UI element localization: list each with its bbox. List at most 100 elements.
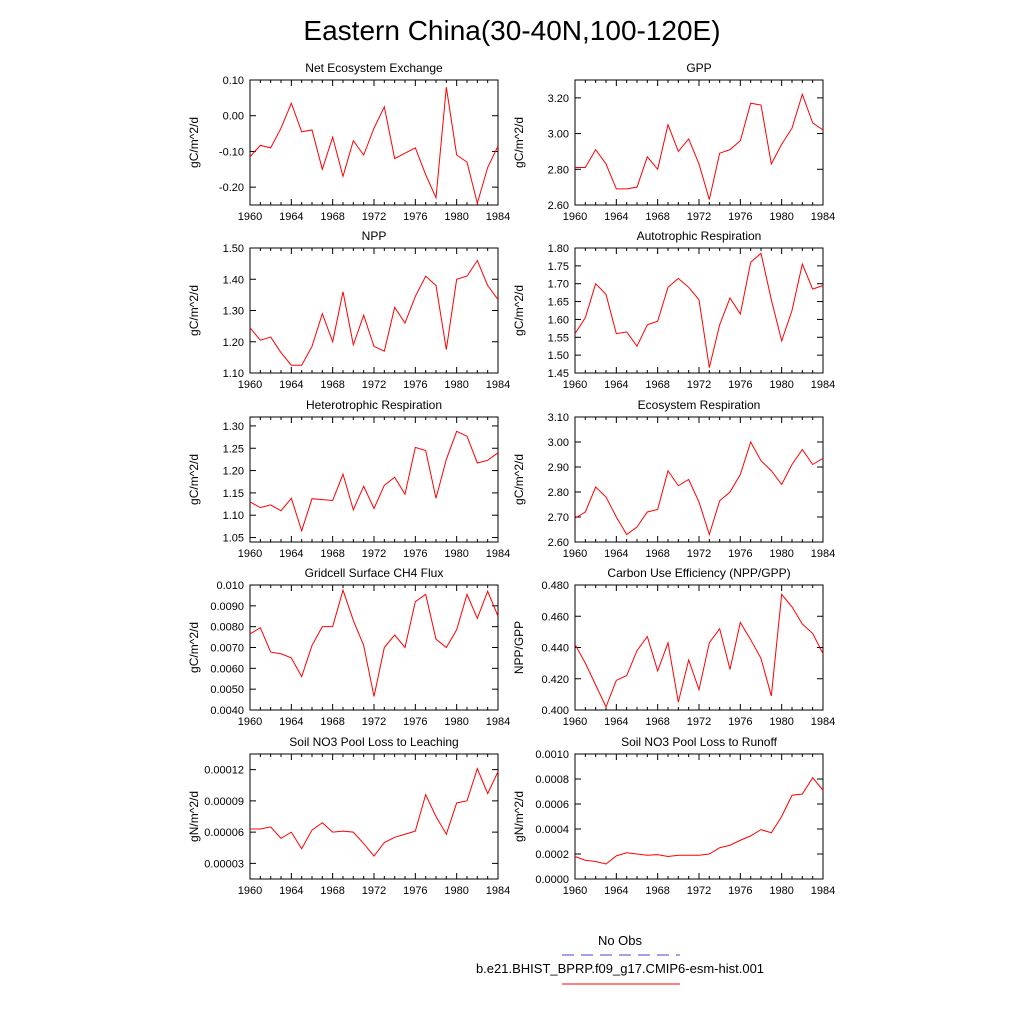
y-axis-label: gC/m^2/d: [187, 622, 201, 673]
x-tick-label: 1964: [604, 716, 628, 728]
chart-panel-6: Gridcell Surface CH4 Flux gC/m^2/d 1960 196…: [187, 566, 510, 728]
chart-panel-5: Ecosystem Respiration gC/m^2/d 1960 1964 196…: [512, 398, 835, 560]
plot-frame: [574, 79, 824, 206]
y-tick-label: 1.55: [548, 332, 569, 344]
x-tick-label: 1968: [645, 379, 669, 391]
x-tick-label: 1972: [362, 379, 386, 391]
chart-panels: Net Ecosystem Exchange gC/m^2/d 1960 1964 19…: [187, 61, 835, 897]
y-tick-label: 0.460: [541, 611, 569, 623]
chart-panel-2: NPP gC/m^2/d 1960 1964 1968 1972 1976 1980 1984 1…: [187, 229, 510, 391]
y-tick-label: 0.0050: [210, 684, 244, 696]
x-tick-label: 1960: [563, 211, 587, 223]
y-tick-label: 0.0008: [535, 774, 569, 786]
series-line: [574, 776, 824, 865]
y-tick-label: 0.00006: [204, 827, 244, 839]
x-tick-label: 1968: [320, 211, 344, 223]
x-tick-label: 1968: [320, 548, 344, 560]
y-axis-label: gC/m^2/d: [187, 285, 201, 336]
y-tick-label: 1.30: [223, 306, 244, 318]
plot-frame: [249, 753, 499, 880]
x-tick-label: 1964: [279, 379, 303, 391]
legend: No Obs b.e21.BHIST_BPRP.f09_g17.CMIP6-es…: [476, 933, 764, 985]
x-tick-label: 1972: [687, 548, 711, 560]
x-tick-label: 1972: [362, 716, 386, 728]
y-tick-label: 2.70: [548, 512, 569, 524]
chart-title: Ecosystem Respiration: [638, 398, 761, 412]
x-tick-label: 1960: [563, 716, 587, 728]
x-tick-label: 1960: [563, 548, 587, 560]
x-tick-label: 1972: [687, 211, 711, 223]
x-tick-label: 1960: [563, 379, 587, 391]
y-tick-label: 0.0070: [210, 643, 244, 655]
series-line: [249, 588, 499, 697]
x-tick-label: 1968: [645, 548, 669, 560]
x-tick-label: 1980: [769, 885, 793, 897]
x-tick-label: 1980: [769, 379, 793, 391]
y-tick-label: 2.80: [548, 487, 569, 499]
y-tick-label: 1.75: [548, 261, 569, 273]
x-tick-label: 1960: [238, 211, 262, 223]
y-tick-label: 1.25: [223, 443, 244, 455]
series-line: [249, 87, 499, 206]
x-tick-label: 1976: [403, 716, 427, 728]
x-tick-label: 1976: [403, 379, 427, 391]
x-tick-label: 1972: [362, 211, 386, 223]
x-tick-label: 1972: [362, 885, 386, 897]
x-tick-label: 1980: [769, 211, 793, 223]
series-line: [574, 593, 824, 709]
y-tick-label: 1.15: [223, 488, 244, 500]
x-tick-label: 1968: [645, 211, 669, 223]
plot-frame: [249, 584, 499, 711]
series-line: [575, 92, 824, 200]
x-tick-label: 1980: [444, 716, 468, 728]
series-line: [250, 767, 499, 857]
y-axis-label: gC/m^2/d: [187, 454, 201, 505]
x-tick-label: 1964: [279, 716, 303, 728]
y-tick-label: 3.00: [548, 437, 569, 449]
chart-panel-1: GPP gC/m^2/d 1960 1964 1968 1972 1976 1980 1984 2…: [512, 61, 835, 223]
x-tick-label: 1984: [811, 716, 835, 728]
chart-panel-8: Soil NO3 Pool Loss to Leaching gN/m^2/d 19…: [187, 735, 510, 897]
plot-frame: [574, 753, 824, 880]
x-tick-label: 1976: [728, 885, 752, 897]
y-tick-label: 1.45: [548, 368, 569, 380]
x-tick-label: 1976: [728, 716, 752, 728]
chart-panel-0: Net Ecosystem Exchange gC/m^2/d 1960 1964 19…: [187, 61, 510, 223]
x-tick-label: 1968: [320, 379, 344, 391]
y-axis-label: gN/m^2/d: [187, 791, 201, 842]
y-axis-label: gC/m^2/d: [187, 117, 201, 168]
x-tick-label: 1980: [444, 548, 468, 560]
x-tick-label: 1972: [687, 716, 711, 728]
x-tick-label: 1968: [645, 885, 669, 897]
y-tick-label: 2.60: [548, 537, 569, 549]
y-tick-label: 0.0080: [210, 622, 244, 634]
series-line: [249, 430, 499, 533]
y-tick-label: 0.0090: [210, 601, 244, 613]
plot-frame: [574, 584, 824, 711]
x-tick-label: 1964: [279, 885, 303, 897]
x-tick-label: 1984: [811, 379, 835, 391]
y-tick-label: 0.00: [223, 111, 244, 123]
x-tick-label: 1972: [687, 379, 711, 391]
y-tick-label: 0.10: [223, 75, 244, 87]
x-tick-label: 1964: [604, 211, 628, 223]
x-tick-label: 1960: [238, 379, 262, 391]
plot-frame: [249, 79, 499, 206]
x-tick-label: 1976: [403, 211, 427, 223]
chart-panel-7: Carbon Use Efficiency (NPP/GPP) NPP/GPP 19…: [512, 566, 835, 728]
y-tick-label: 3.10: [548, 412, 569, 424]
x-tick-label: 1980: [444, 885, 468, 897]
y-tick-label: 1.50: [223, 243, 244, 255]
y-tick-label: 1.20: [223, 466, 244, 478]
chart-title: Autotrophic Respiration: [637, 229, 762, 243]
x-tick-label: 1960: [238, 885, 262, 897]
x-tick-label: 1964: [604, 548, 628, 560]
x-tick-label: 1972: [687, 885, 711, 897]
series-line: [574, 252, 824, 368]
y-tick-label: 0.0000: [535, 874, 569, 886]
x-tick-label: 1984: [486, 211, 510, 223]
y-tick-label: 0.00012: [204, 765, 244, 777]
chart-panel-9: Soil NO3 Pool Loss to Runoff gN/m^2/d 1960…: [512, 735, 835, 897]
x-tick-label: 1984: [811, 211, 835, 223]
